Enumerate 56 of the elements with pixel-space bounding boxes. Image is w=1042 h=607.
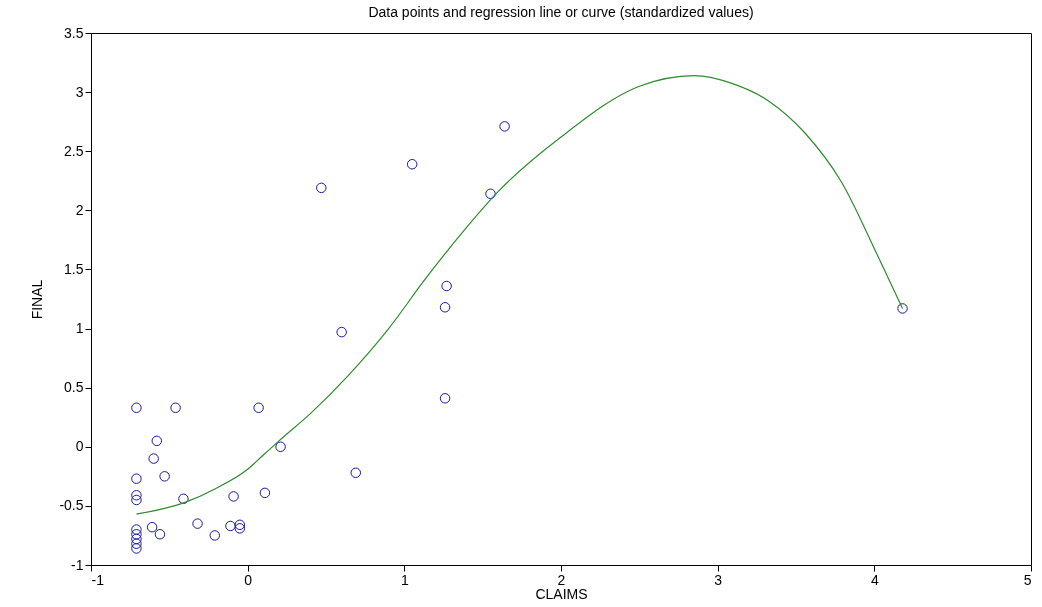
point [350, 467, 362, 479]
y-tick-label: 1 [75, 320, 84, 337]
point [441, 280, 452, 292]
point [131, 524, 142, 535]
x-tick-label: 3 [714, 571, 723, 588]
point [146, 521, 158, 533]
line-series [135, 74, 904, 515]
x-tick-label: 4 [870, 571, 879, 588]
y-tick-label: -1 [71, 556, 84, 573]
point [897, 303, 908, 314]
y-tick-label: 2 [75, 201, 84, 218]
point [499, 121, 510, 132]
x-tick-label: 2 [557, 571, 566, 588]
y-tick-label: 1.5 [64, 260, 84, 277]
point [439, 393, 451, 404]
y-tick-label: 0.5 [64, 379, 84, 396]
point [131, 533, 142, 545]
point [439, 302, 451, 313]
y-tick-label: 3.5 [64, 24, 84, 41]
point [131, 402, 142, 413]
point [154, 529, 166, 540]
point [131, 529, 142, 540]
x-tick-label: 1 [400, 571, 409, 588]
point [209, 530, 221, 541]
point [336, 326, 347, 338]
point [485, 188, 496, 200]
point [275, 441, 286, 453]
point [131, 538, 142, 549]
point [159, 471, 170, 482]
chart-title: Data points and regression line or curve (standardized values) [368, 4, 754, 20]
point [131, 490, 142, 501]
point [234, 523, 246, 534]
y-tick-label: 0 [75, 438, 84, 455]
point [192, 518, 203, 529]
point [259, 487, 271, 499]
point [131, 494, 142, 506]
point [316, 182, 327, 194]
point [253, 402, 264, 413]
point [131, 473, 142, 484]
point [178, 493, 189, 505]
y-axis-title: FINAL [29, 279, 46, 320]
y-tick-label: 3 [75, 83, 84, 100]
point [228, 491, 239, 502]
y-tick-label: 2.5 [64, 142, 84, 159]
x-tick-label: 0 [244, 571, 253, 588]
point [406, 158, 418, 170]
point [131, 543, 142, 554]
point [170, 402, 181, 413]
x-tick-label: -1 [91, 571, 105, 588]
y-tick-label: -0.5 [59, 497, 84, 514]
point [234, 519, 246, 531]
point [225, 520, 236, 532]
point [148, 453, 159, 464]
point [151, 435, 163, 447]
x-axis-title: CLAIMS [535, 585, 588, 602]
x-tick-label: 5 [1023, 571, 1032, 588]
